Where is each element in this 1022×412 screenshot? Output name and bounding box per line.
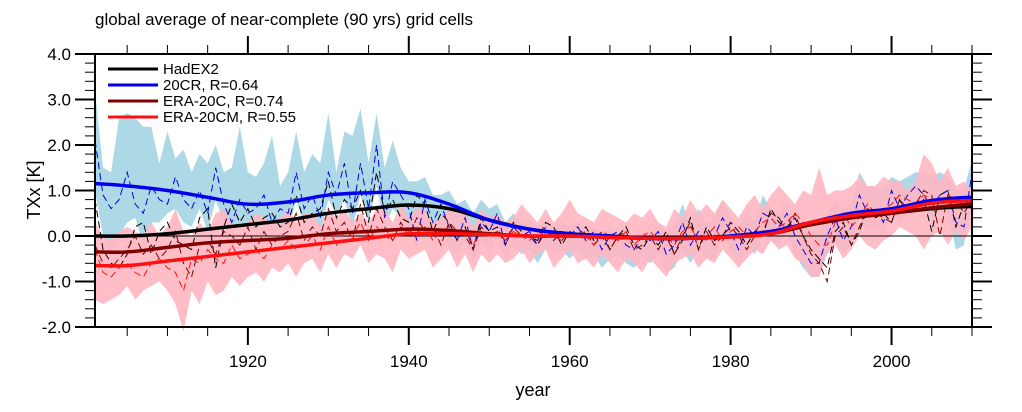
chart-title: global average of near-complete (90 yrs)… xyxy=(95,10,473,29)
x-tick-label: 2000 xyxy=(873,352,911,371)
y-tick-label: 0.0 xyxy=(47,227,71,246)
legend-label: ERA-20C, R=0.74 xyxy=(163,93,283,110)
spread-bands xyxy=(95,90,972,332)
y-tick-label: 3.0 xyxy=(47,91,71,110)
y-tick-label: 2.0 xyxy=(47,136,71,155)
annual-line-era20c xyxy=(94,189,973,284)
y-tick-label: -2.0 xyxy=(42,318,71,337)
x-tick-label: 1980 xyxy=(712,352,750,371)
spread-band-era20cm xyxy=(95,154,972,332)
x-tick-label: 1960 xyxy=(551,352,589,371)
x-tick-label: 1920 xyxy=(229,352,267,371)
y-axis-label: TXx [K] xyxy=(24,160,44,219)
legend-label: HadEX2 xyxy=(163,61,219,78)
y-tick-label: 1.0 xyxy=(47,182,71,201)
legend-label: ERA-20CM, R=0.55 xyxy=(163,109,296,126)
x-tick-label: 1940 xyxy=(390,352,428,371)
smoothed-line-era20cm xyxy=(94,198,973,268)
x-axis-label: year xyxy=(515,380,550,400)
annual-line-hadex2 xyxy=(94,172,973,269)
x-axis: 1920 1940 1960 1980 2000 xyxy=(126,36,973,371)
smoothed-series xyxy=(94,181,973,268)
y-tick-label: -1.0 xyxy=(42,273,71,292)
y-tick-label: 4.0 xyxy=(47,45,71,64)
legend-label: 20CR, R=0.64 xyxy=(163,77,258,94)
y-axis: -2.0 -1.0 0.0 1.0 2.0 3.0 4.0 xyxy=(42,45,992,337)
annual-line-20cr xyxy=(94,140,973,264)
